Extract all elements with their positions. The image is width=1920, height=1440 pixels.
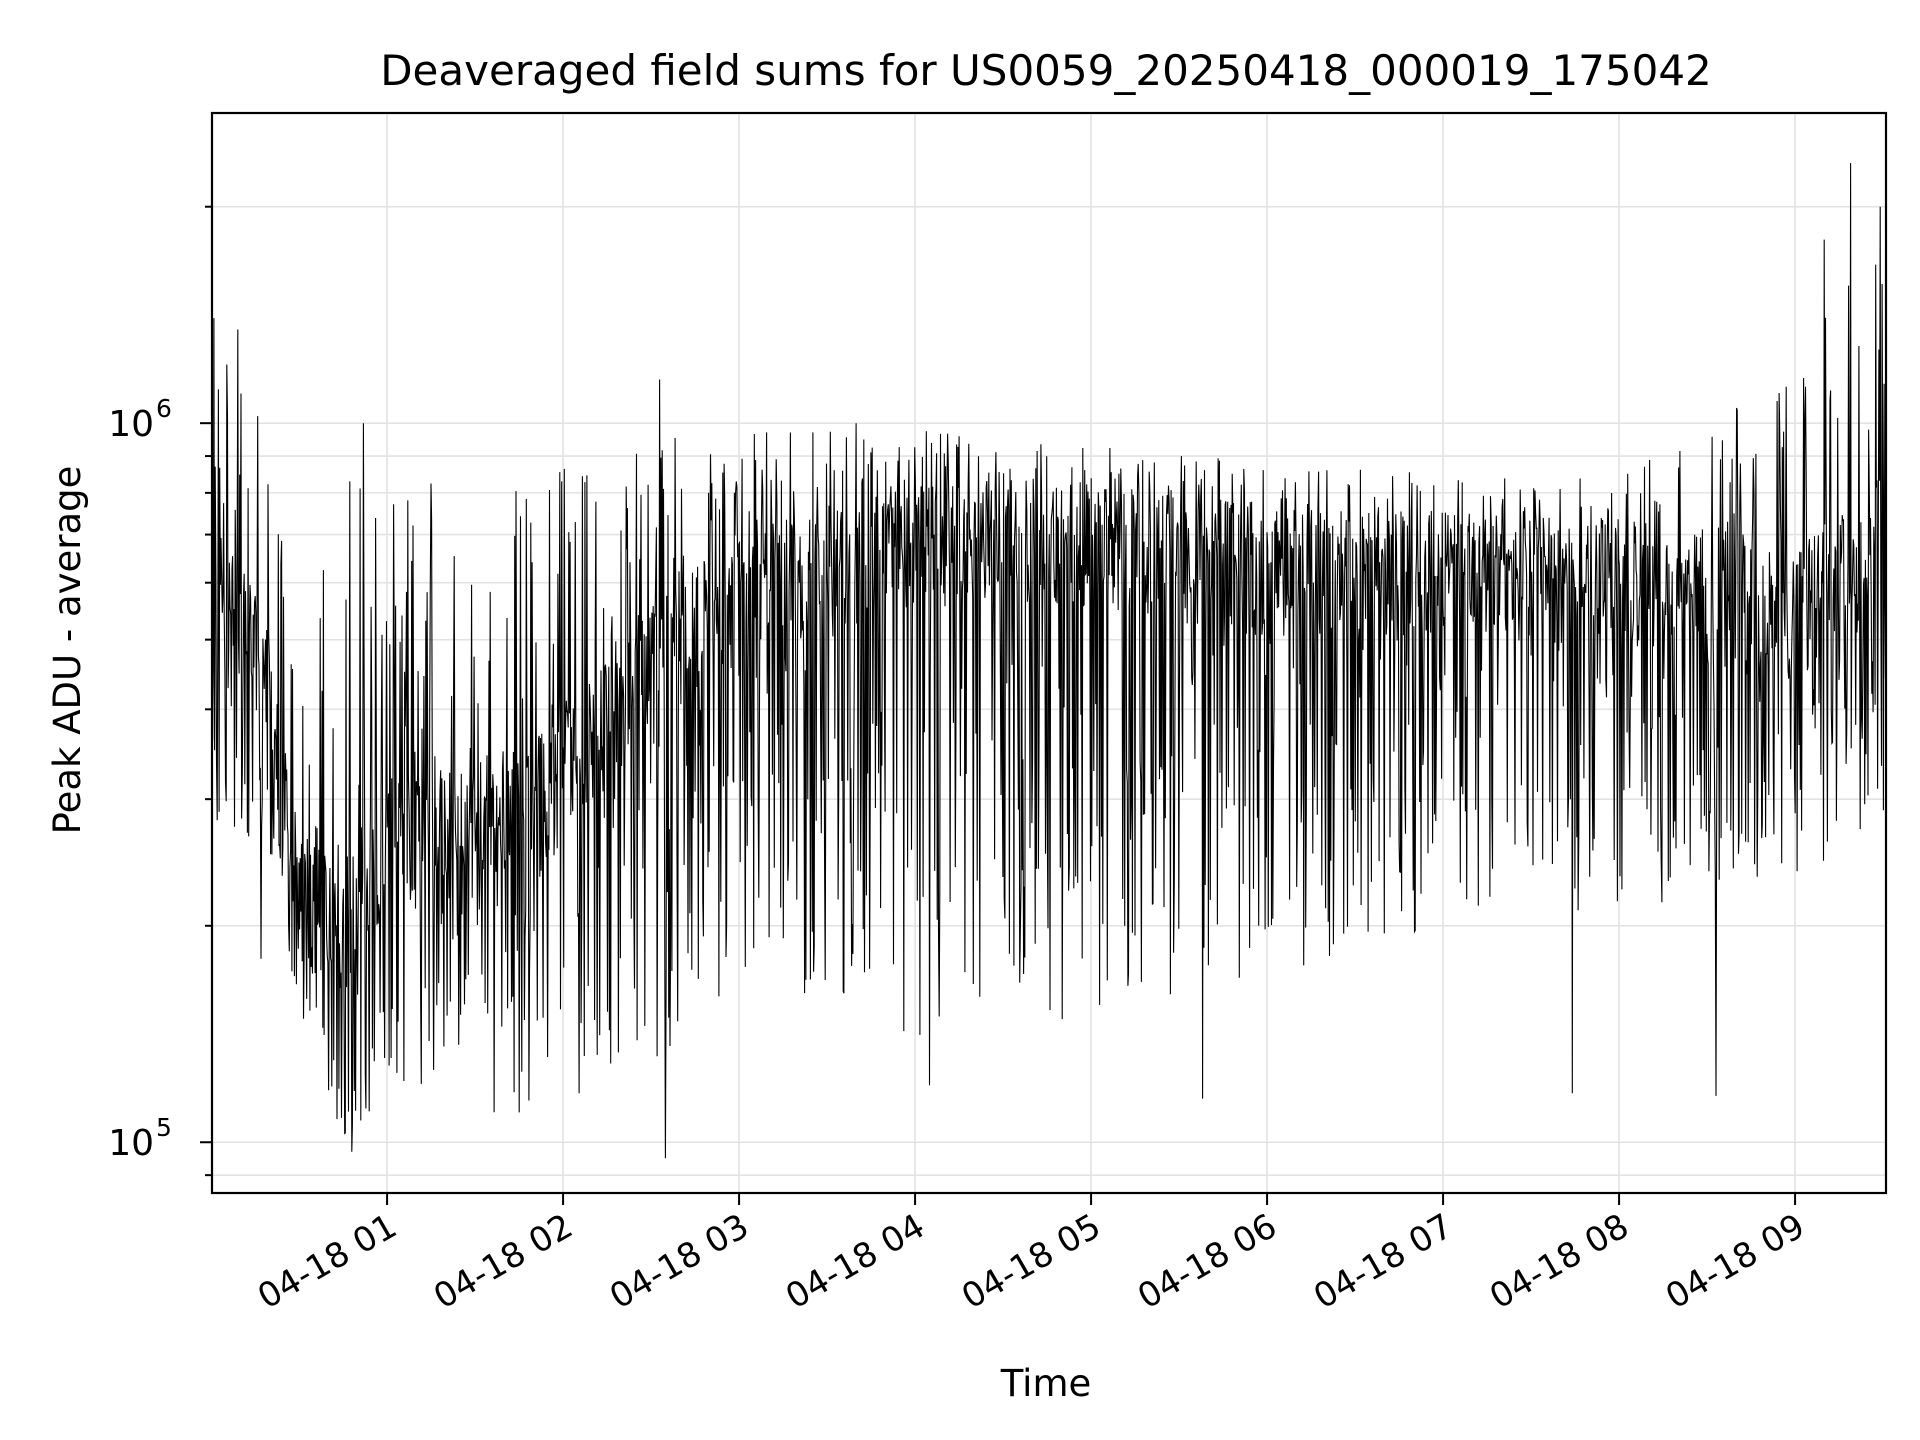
chart-title: Deaveraged field sums for US0059_2025041… bbox=[380, 46, 1712, 95]
y-axis-label: Peak ADU - average bbox=[46, 466, 89, 835]
y-tick-label: 10 5 bbox=[108, 1113, 172, 1164]
plot-frame bbox=[210, 111, 1888, 1195]
y-tick-exponent: 5 bbox=[156, 1113, 172, 1142]
y-tick-base: 10 bbox=[108, 404, 154, 445]
y-tick-exponent: 6 bbox=[156, 394, 172, 423]
series-layer bbox=[212, 163, 1886, 1159]
y-tick-label: 10 6 bbox=[108, 394, 172, 445]
series-line bbox=[212, 163, 1886, 1159]
x-axis-label: Time bbox=[1000, 1362, 1092, 1405]
y-tick-base: 10 bbox=[108, 1123, 154, 1164]
